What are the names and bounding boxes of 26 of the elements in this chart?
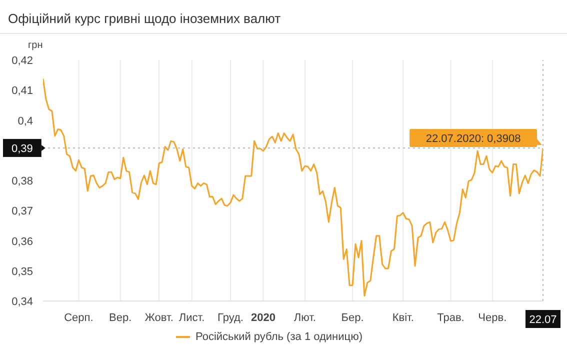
x-tick-label: Квіт. — [392, 312, 414, 324]
y-tick-label: 0,35 — [12, 266, 33, 278]
y-tick-label: 0,36 — [12, 236, 33, 248]
chart-title: Офіційний курс гривні щодо іноземних валют — [0, 0, 567, 34]
x-tick-label: 2020 — [250, 312, 276, 324]
ref-line-label: 0,39 — [11, 142, 33, 155]
x-tick-label: Черв. — [478, 312, 507, 324]
y-axis-title: грн — [28, 40, 43, 51]
annotation: 22.07.2020: 0,3908 — [426, 132, 521, 145]
x-tick-label: Бер. — [341, 312, 364, 324]
y-tick-label: 0,4 — [18, 115, 33, 128]
x-tick-label: Лют. — [294, 312, 316, 324]
x-tick-label: Груд. — [218, 312, 244, 324]
legend-label: Російський рубль (за 1 одиницю) — [194, 331, 362, 343]
y-tick-label: 0,38 — [12, 176, 33, 188]
x-tick-label: Лист. — [178, 312, 205, 324]
y-tick-label: 0,34 — [12, 296, 33, 308]
y-tick-label: 0,37 — [12, 206, 33, 218]
line-series — [43, 78, 543, 297]
x-tick-label: Серп. — [64, 312, 94, 324]
x-tick-label: Трав. — [437, 312, 464, 324]
x-tick-label: 22.07 — [529, 314, 557, 326]
y-tick-label: 0,42 — [12, 55, 33, 67]
x-tick-label: Вер. — [109, 312, 132, 324]
x-tick-label: Жовт. — [144, 312, 174, 324]
y-tick-label: 0,41 — [12, 85, 33, 98]
